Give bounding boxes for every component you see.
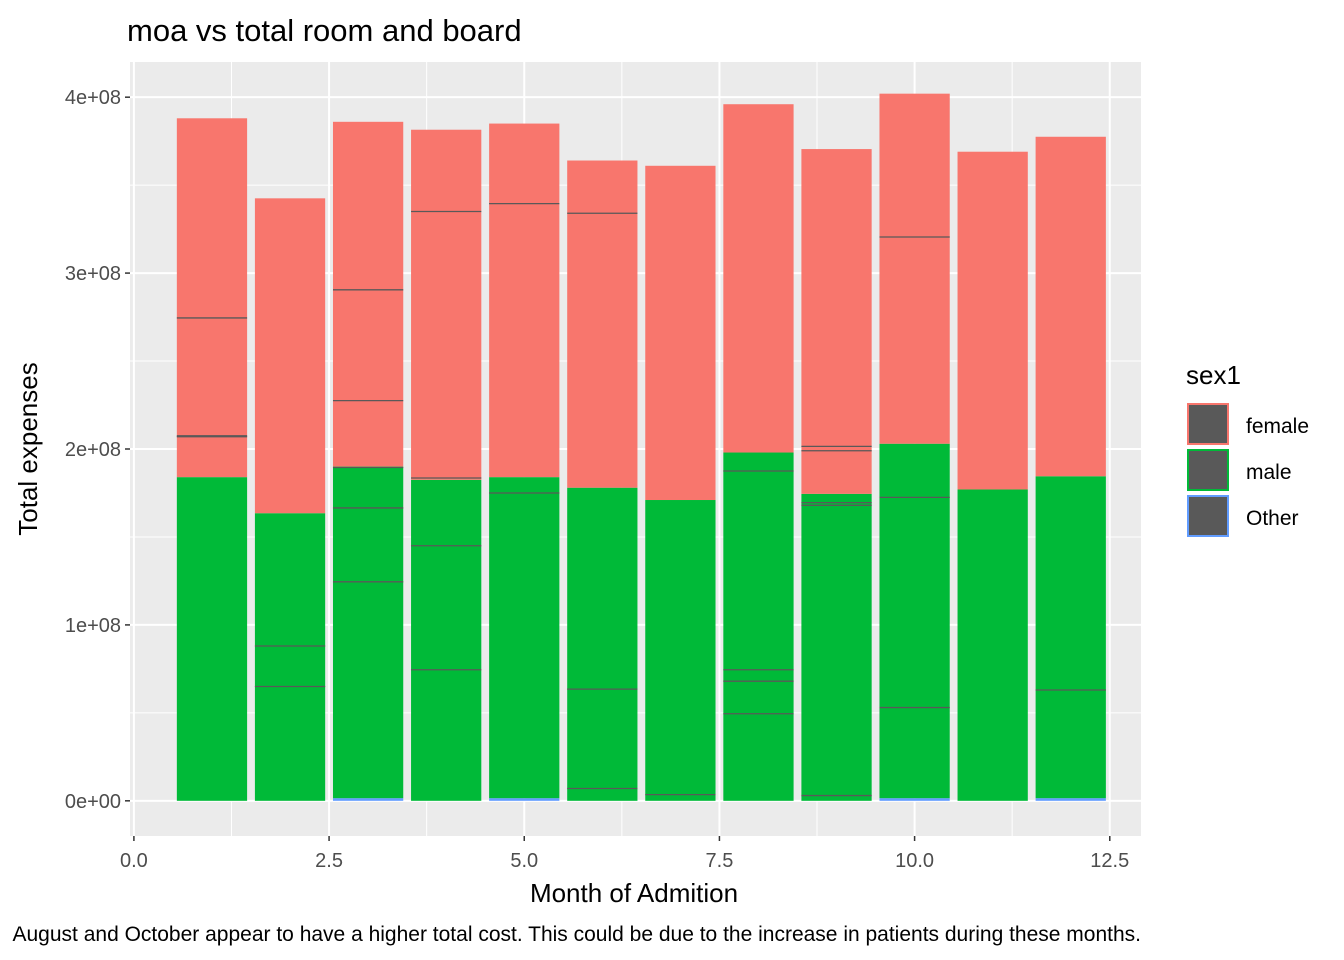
bar-male-month-3 <box>332 466 404 799</box>
bar-female-month-4 <box>411 129 482 480</box>
x-axis: 0.0 2.5 5.0 7.5 10.0 12.5 <box>120 836 1129 872</box>
bar-male-month-2 <box>254 513 326 801</box>
x-tick-label: 2.5 <box>315 850 343 872</box>
bar-female-month-10 <box>879 93 950 444</box>
bar-female-month-9 <box>801 149 872 494</box>
bar-male-month-8 <box>723 452 794 801</box>
segment-edges <box>176 202 1106 797</box>
legend-key-female <box>1187 403 1229 445</box>
y-tick-label: 2e+08 <box>65 439 121 461</box>
bar-male-month-9 <box>801 493 872 801</box>
y-tick-label: 1e+08 <box>65 615 121 637</box>
bar-male-month-6 <box>567 487 638 801</box>
bar-female-month-1 <box>176 118 248 478</box>
bar-male-month-7 <box>645 500 716 801</box>
bar-female-month-6 <box>567 160 638 488</box>
x-axis-title: Month of Admition <box>530 878 738 908</box>
bar-female-month-8 <box>723 104 794 453</box>
bar-male-month-12 <box>1035 476 1106 799</box>
x-tick-label: 10.0 <box>895 850 934 872</box>
y-tick-label: 4e+08 <box>65 87 121 109</box>
y-tick-label: 3e+08 <box>65 263 121 285</box>
legend-label-male: male <box>1246 461 1292 484</box>
y-axis: 0e+00 1e+08 2e+08 3e+08 4e+08 <box>65 87 130 813</box>
x-tick-label: 12.5 <box>1090 850 1129 872</box>
x-tick-label: 5.0 <box>510 850 538 872</box>
legend-key-male <box>1187 449 1229 491</box>
bar-female-month-3 <box>332 121 404 467</box>
bar-female-month-5 <box>489 123 560 478</box>
bar-other-month-10 <box>879 798 950 801</box>
legend: sex1 female male Other <box>1186 360 1309 537</box>
legend-label-other: Other <box>1246 507 1299 530</box>
bar-female-month-2 <box>254 198 326 514</box>
bar-female-month-7 <box>645 165 716 501</box>
bar-male-month-10 <box>879 443 950 799</box>
chart-title: moa vs total room and board <box>127 13 522 48</box>
legend-title: sex1 <box>1186 360 1241 390</box>
x-tick-label: 0.0 <box>120 850 148 872</box>
legend-label-female: female <box>1246 415 1309 438</box>
bar-female-month-11 <box>957 151 1028 490</box>
bar-other-month-12 <box>1035 798 1106 801</box>
bar-male-month-11 <box>957 489 1028 801</box>
x-tick-label: 7.5 <box>706 850 734 872</box>
bar-male-month-5 <box>489 477 560 799</box>
y-tick-label: 0e+00 <box>65 791 121 813</box>
y-axis-title: Total expenses <box>13 362 43 535</box>
chart-caption: August and October appear to have a high… <box>13 923 1142 946</box>
bars <box>176 93 1106 801</box>
bar-other-month-3 <box>332 798 404 801</box>
legend-key-other <box>1187 495 1229 537</box>
bar-female-month-12 <box>1035 136 1106 477</box>
bar-other-month-5 <box>489 798 560 801</box>
bar-male-month-4 <box>411 479 482 801</box>
bar-male-month-1 <box>176 477 248 801</box>
